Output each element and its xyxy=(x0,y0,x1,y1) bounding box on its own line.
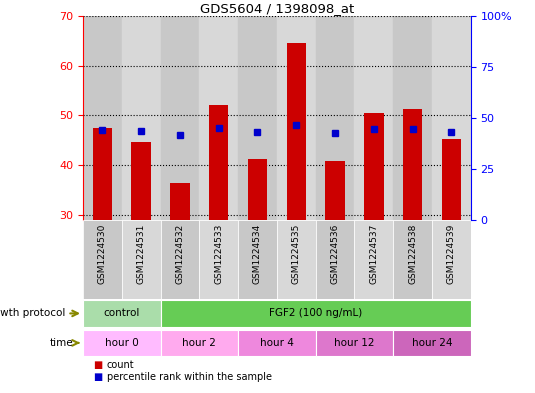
Bar xyxy=(316,220,354,299)
Bar xyxy=(238,220,277,299)
Bar xyxy=(316,330,393,356)
Bar xyxy=(93,128,112,220)
Bar xyxy=(364,113,384,220)
Bar xyxy=(121,16,160,220)
Bar xyxy=(393,220,432,299)
Bar xyxy=(238,16,277,220)
Text: hour 12: hour 12 xyxy=(334,338,374,348)
Text: hour 2: hour 2 xyxy=(182,338,216,348)
Bar xyxy=(287,43,306,220)
Text: hour 4: hour 4 xyxy=(260,338,294,348)
Bar xyxy=(121,220,160,299)
Bar xyxy=(238,330,316,356)
Bar xyxy=(393,330,471,356)
Bar xyxy=(160,220,199,299)
Bar xyxy=(316,16,354,220)
Bar xyxy=(325,161,345,220)
Bar xyxy=(442,140,461,220)
Text: GSM1224530: GSM1224530 xyxy=(98,224,107,285)
Text: percentile rank within the sample: percentile rank within the sample xyxy=(107,373,272,382)
Text: GSM1224533: GSM1224533 xyxy=(214,224,223,285)
Bar xyxy=(209,105,228,220)
Bar xyxy=(170,183,189,220)
Text: GSM1224536: GSM1224536 xyxy=(331,224,340,285)
Bar xyxy=(277,220,316,299)
Bar xyxy=(132,142,151,220)
Bar xyxy=(393,16,432,220)
Bar xyxy=(248,159,267,220)
Bar xyxy=(160,16,199,220)
Bar xyxy=(160,330,238,356)
Text: GSM1224539: GSM1224539 xyxy=(447,224,456,285)
Text: GSM1224531: GSM1224531 xyxy=(136,224,146,285)
Text: time: time xyxy=(50,338,73,348)
Bar xyxy=(432,16,471,220)
Text: GSM1224535: GSM1224535 xyxy=(292,224,301,285)
Bar xyxy=(432,220,471,299)
Text: hour 0: hour 0 xyxy=(105,338,139,348)
Bar xyxy=(403,109,422,220)
Bar xyxy=(160,300,471,327)
Text: count: count xyxy=(107,360,135,370)
Text: ■: ■ xyxy=(94,373,103,382)
Text: GSM1224538: GSM1224538 xyxy=(408,224,417,285)
Title: GDS5604 / 1398098_at: GDS5604 / 1398098_at xyxy=(200,2,354,15)
Text: control: control xyxy=(104,309,140,318)
Text: FGF2 (100 ng/mL): FGF2 (100 ng/mL) xyxy=(269,309,362,318)
Text: ■: ■ xyxy=(94,360,103,370)
Text: GSM1224532: GSM1224532 xyxy=(175,224,185,284)
Bar xyxy=(354,16,393,220)
Text: growth protocol: growth protocol xyxy=(0,309,65,318)
Text: GSM1224534: GSM1224534 xyxy=(253,224,262,284)
Text: hour 24: hour 24 xyxy=(412,338,452,348)
Bar xyxy=(199,220,238,299)
Bar xyxy=(277,16,316,220)
Bar xyxy=(83,300,160,327)
Bar xyxy=(83,330,160,356)
Bar xyxy=(83,16,122,220)
Bar xyxy=(199,16,238,220)
Bar xyxy=(354,220,393,299)
Text: GSM1224537: GSM1224537 xyxy=(369,224,378,285)
Bar xyxy=(83,220,122,299)
